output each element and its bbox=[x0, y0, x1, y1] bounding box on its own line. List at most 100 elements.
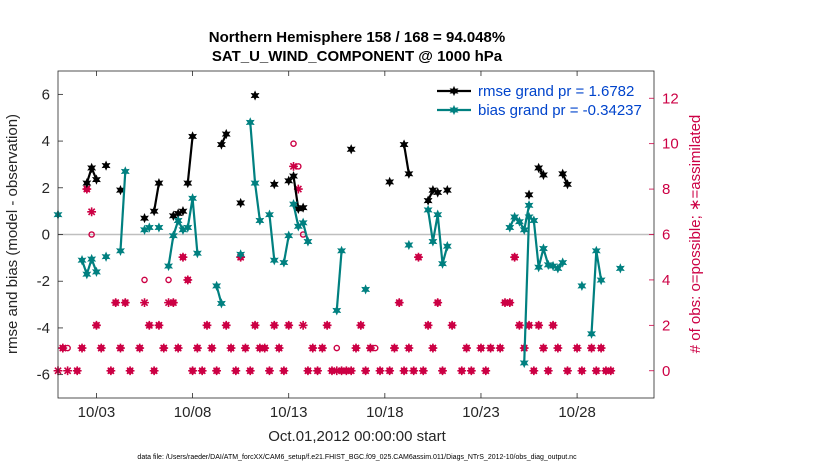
bias-point bbox=[534, 262, 544, 273]
obs-assimilated-point bbox=[591, 366, 601, 376]
rmse-point bbox=[298, 202, 308, 213]
rmse-point bbox=[216, 139, 226, 150]
y-tick-label: -2 bbox=[37, 273, 50, 290]
obs-assimilated-point bbox=[418, 366, 428, 376]
bias-point bbox=[289, 198, 298, 210]
obs-assimilated-point bbox=[399, 366, 409, 376]
obs-assimilated-point bbox=[577, 366, 587, 376]
obs-assimilated-point bbox=[298, 320, 308, 330]
rmse-point bbox=[534, 162, 544, 174]
obs-assimilated-point bbox=[587, 343, 596, 353]
bias-point bbox=[82, 269, 92, 280]
bias-point bbox=[524, 200, 534, 211]
x-tick-label: 10/18 bbox=[366, 404, 404, 421]
bias-line-segment bbox=[119, 171, 127, 251]
rmse-point bbox=[149, 205, 159, 217]
y-axis-label: rmse and bias (model - observation) bbox=[4, 114, 21, 354]
bias-series bbox=[53, 117, 625, 369]
y2-axis-label: # of obs: o=possible; ∗=assimilated bbox=[687, 115, 704, 354]
bias-line-segment bbox=[335, 250, 343, 311]
rmse-point bbox=[101, 160, 111, 171]
x-tick-label: 10/03 bbox=[78, 404, 116, 421]
obs-assimilated-point bbox=[284, 320, 294, 330]
obs-assimilated-point bbox=[178, 252, 188, 262]
bias-point bbox=[250, 177, 260, 189]
legend: rmse grand pr = 1.6782 bias grand pr = -0… bbox=[437, 83, 642, 119]
obs-assimilated-point bbox=[423, 320, 433, 330]
obs-assimilated-point bbox=[495, 343, 505, 353]
obs-assimilated-point bbox=[106, 366, 116, 376]
bias-point bbox=[212, 280, 222, 292]
obs-assimilated-point bbox=[96, 343, 106, 353]
obs-assimilated-point bbox=[231, 366, 241, 376]
obs-assimilated-point bbox=[510, 252, 520, 262]
bias-point bbox=[438, 258, 447, 269]
y-tick-label: 6 bbox=[42, 86, 50, 103]
bias-point bbox=[337, 245, 347, 256]
y2-axis-ticks: 0 2 4 6 8 10 12 bbox=[649, 90, 679, 380]
obs-assimilated-point bbox=[154, 320, 164, 330]
obs-assimilated-point bbox=[332, 366, 342, 376]
y2-tick-label: 10 bbox=[662, 136, 679, 153]
obs-assimilated-point bbox=[351, 343, 361, 353]
obs-assimilated-point bbox=[606, 366, 616, 376]
bias-point bbox=[433, 209, 443, 220]
bias-point bbox=[101, 251, 111, 262]
rmse-point bbox=[183, 177, 193, 189]
obs-assimilated-point bbox=[385, 366, 395, 376]
series-group bbox=[53, 90, 625, 369]
y-tick-label: -4 bbox=[37, 320, 50, 337]
obs-possible-point bbox=[165, 276, 172, 284]
rmse-point bbox=[154, 177, 164, 189]
rmse-line-segment bbox=[186, 136, 194, 184]
obs-assimilated-point bbox=[601, 366, 611, 376]
obs-assimilated-point bbox=[87, 207, 97, 217]
obs-assimilated-point bbox=[390, 343, 399, 353]
rmse-point bbox=[91, 174, 101, 185]
obs-assimilated-point bbox=[144, 320, 154, 330]
obs-assimilated-point bbox=[394, 298, 404, 308]
rmse-line-segment bbox=[402, 144, 410, 174]
obs-assimilated-point bbox=[173, 343, 183, 353]
obs-assimilated-point bbox=[279, 366, 289, 376]
bias-point bbox=[216, 298, 226, 309]
x-tick-label: 10/23 bbox=[462, 404, 500, 421]
y2-tick-label: 6 bbox=[662, 227, 670, 244]
obs-assimilated-point bbox=[111, 298, 121, 308]
obs-assimilated-point bbox=[486, 343, 495, 353]
bias-point bbox=[188, 193, 198, 204]
rmse-point bbox=[269, 179, 279, 190]
rmse-point bbox=[428, 184, 438, 196]
obs-assimilated-point bbox=[572, 343, 582, 353]
bias-point bbox=[519, 357, 529, 369]
y-axis-ticks: -6 -4 -2 0 2 4 6 bbox=[37, 86, 63, 384]
obs-assimilated-point bbox=[241, 343, 250, 353]
bias-point bbox=[298, 217, 308, 228]
x-axis-ticks: 10/03 10/08 10/13 10/18 10/23 10/28 bbox=[78, 71, 596, 421]
obs-assimilated-point bbox=[260, 343, 270, 353]
obs-assimilated-point bbox=[289, 161, 298, 171]
obs-assimilated-point bbox=[317, 343, 327, 353]
obs-assimilated-point bbox=[553, 343, 563, 353]
obs-assimilated-point bbox=[226, 343, 236, 353]
rmse-point bbox=[250, 90, 260, 101]
chart-subtitle: SAT_U_WIND_COMPONENT @ 1000 hPa bbox=[212, 48, 503, 65]
bias-point bbox=[591, 245, 601, 256]
rmse-point bbox=[433, 187, 443, 198]
obs-assimilated-point bbox=[92, 320, 101, 330]
obs-assimilated-point bbox=[457, 366, 467, 376]
bias-point bbox=[423, 204, 433, 216]
obs-assimilated-point bbox=[543, 366, 553, 376]
obs-assimilated-point bbox=[356, 320, 366, 330]
bias-point bbox=[77, 255, 87, 266]
obs-assimilated-markers bbox=[53, 161, 616, 376]
rmse-point bbox=[558, 168, 568, 179]
y2-tick-label: 2 bbox=[662, 317, 670, 334]
rmse-point bbox=[399, 139, 409, 150]
bias-point bbox=[442, 241, 452, 252]
obs-assimilated-point bbox=[361, 366, 371, 376]
obs-assimilated-point bbox=[515, 320, 524, 330]
obs-assimilated-point bbox=[221, 320, 231, 330]
obs-assimilated-point bbox=[346, 366, 356, 376]
obs-assimilated-point bbox=[428, 343, 438, 353]
